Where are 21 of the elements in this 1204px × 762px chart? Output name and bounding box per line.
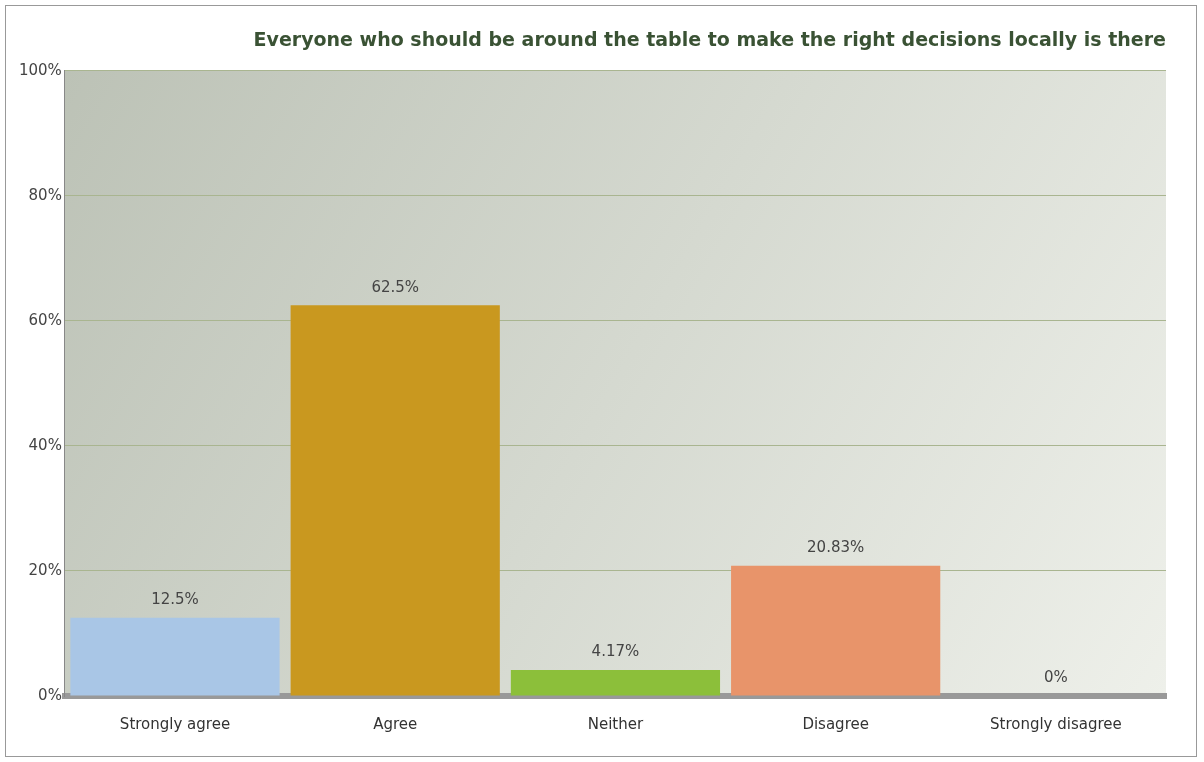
bar: [70, 617, 280, 696]
data-label: 12.5%: [151, 590, 199, 609]
chart-title: Everyone who should be around the table to make the right decisions locally is there: [253, 28, 1166, 51]
x-tick-label: Neither: [587, 714, 644, 733]
x-tick-label: Agree: [373, 714, 418, 733]
y-tick-label: 20%: [28, 560, 62, 579]
data-label: 62.5%: [371, 277, 420, 296]
bar: [510, 669, 721, 696]
bar: [290, 305, 500, 696]
bar: [731, 565, 941, 696]
y-tick-label: 40%: [28, 435, 62, 454]
y-tick-label: 0%: [38, 685, 62, 704]
y-tick-label: 60%: [28, 310, 62, 329]
y-tick-label: 80%: [28, 185, 62, 204]
data-label: 20.83%: [807, 538, 865, 557]
x-tick-label: Disagree: [802, 714, 869, 733]
data-label: 4.17%: [591, 642, 640, 661]
x-tick-label: Strongly agree: [119, 714, 231, 733]
data-label: 0%: [1043, 668, 1068, 687]
x-tick-label: Strongly disagree: [990, 714, 1122, 733]
y-tick-label: 100%: [18, 60, 62, 79]
